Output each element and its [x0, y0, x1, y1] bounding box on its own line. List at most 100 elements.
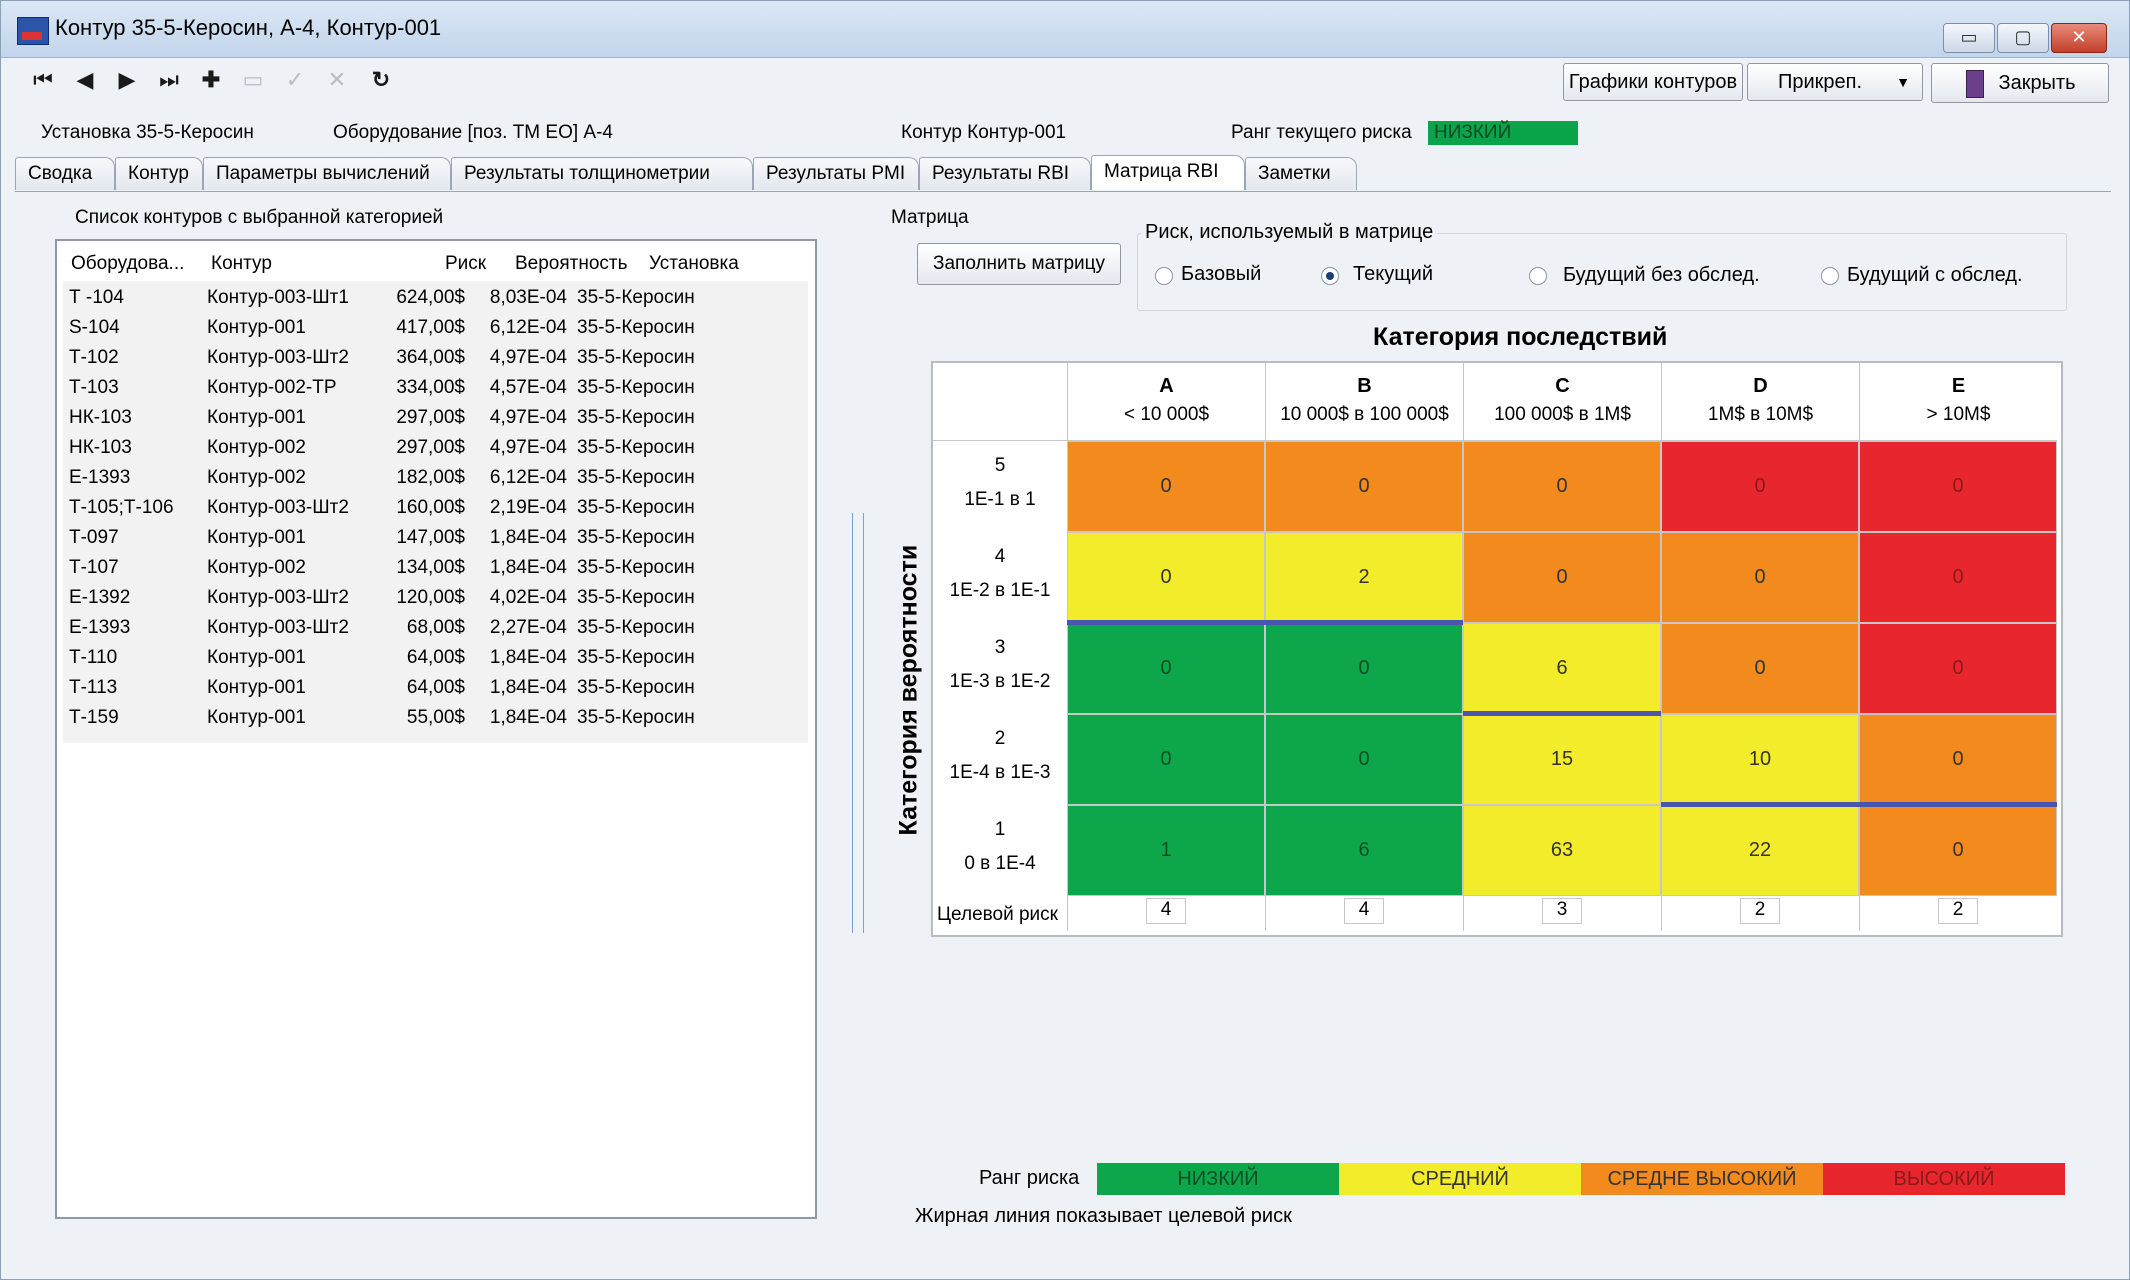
panel-splitter[interactable] — [852, 513, 864, 933]
tab-rbi-matrix[interactable]: Матрица RBI — [1091, 155, 1245, 190]
radio-future-insp[interactable] — [1821, 267, 1839, 285]
table-cell: 160,00$ — [396, 497, 465, 518]
matrix-cell[interactable]: 15 — [1463, 714, 1661, 805]
table-row[interactable]: Т-159 Контур-001 55,00$ 1,84E-04 35-5-Кероси… — [57, 707, 813, 737]
risk-rank-badge: НИЗКИЙ — [1428, 121, 1578, 145]
remove-icon[interactable]: ▭ — [242, 67, 264, 92]
matrix-cell[interactable]: 0 — [1067, 532, 1265, 623]
col-header-equipment[interactable]: Оборудова... — [71, 253, 185, 274]
legend-item: СРЕДНЕ ВЫСОКИЙ — [1581, 1163, 1823, 1195]
col-header-contour[interactable]: Контур — [211, 253, 272, 274]
table-cell: 35-5-Керосин — [577, 677, 695, 698]
tab-summary[interactable]: Сводка — [15, 157, 115, 190]
fill-matrix-button[interactable]: Заполнить матрицу — [917, 243, 1121, 285]
table-row[interactable]: S-104 Контур-001 417,00$ 6,12E-04 35-5-Керос… — [57, 317, 813, 347]
confirm-icon[interactable]: ✓ — [285, 67, 305, 92]
table-row[interactable]: НК-103 Контур-002 297,00$ 4,97E-04 35-5-Керо… — [57, 437, 813, 467]
first-icon[interactable]: ⏮ — [33, 67, 53, 92]
col-header-probability[interactable]: Вероятность — [515, 253, 628, 274]
matrix-cell[interactable]: 0 — [1067, 623, 1265, 714]
matrix-cell[interactable]: 1 — [1067, 805, 1265, 896]
matrix-cell[interactable]: 63 — [1463, 805, 1661, 896]
tab-rbi-results[interactable]: Результаты RBI — [919, 157, 1091, 190]
tab-contour[interactable]: Контур — [115, 157, 203, 190]
table-row[interactable]: Е-1393 Контур-002 182,00$ 6,12E-04 35-5-Керо… — [57, 467, 813, 497]
matrix-col-header: B 10 000$ в 100 000$ — [1265, 363, 1463, 441]
matrix-cell[interactable]: 0 — [1265, 623, 1463, 714]
matrix-cell[interactable]: 0 — [1661, 532, 1859, 623]
charts-button[interactable]: Графики контуров — [1563, 63, 1743, 101]
radio-base[interactable] — [1155, 267, 1173, 285]
tab-notes[interactable]: Заметки — [1245, 157, 1357, 190]
matrix-cell[interactable]: 0 — [1067, 441, 1265, 532]
list-title: Список контуров с выбранной категорией — [71, 207, 448, 229]
add-icon[interactable]: ✚ — [201, 67, 221, 92]
matrix-cell-value: 22 — [1748, 839, 1772, 861]
radio-future-no-insp[interactable] — [1529, 267, 1547, 285]
table-row[interactable]: Е-1393 Контур-003-Шт2 68,00$ 2,27E-04 35-5-К… — [57, 617, 813, 647]
matrix-cell[interactable]: 0 — [1859, 623, 2057, 714]
refresh-icon[interactable]: ↻ — [371, 67, 391, 92]
matrix-cell[interactable]: 10 — [1661, 714, 1859, 805]
prev-icon[interactable]: ◀ — [76, 67, 94, 92]
matrix-cell-value: 0 — [1160, 748, 1172, 770]
close-button[interactable]: Закрыть — [1931, 63, 2109, 103]
matrix-row-header: 1 0 в 1E-4 — [945, 813, 1055, 888]
radio-current[interactable] — [1321, 267, 1339, 285]
matrix-cell[interactable]: 22 — [1661, 805, 1859, 896]
close-window-button[interactable]: ✕ — [2051, 23, 2107, 53]
table-cell: Т-110 — [69, 647, 118, 668]
matrix-cell[interactable]: 0 — [1463, 532, 1661, 623]
tab-divider — [15, 191, 2111, 192]
table-cell: 35-5-Керосин — [577, 587, 695, 608]
door-icon — [1966, 70, 1984, 98]
table-cell: 147,00$ — [396, 527, 465, 548]
matrix-cell[interactable]: 0 — [1463, 441, 1661, 532]
table-cell: Т-159 — [69, 707, 119, 728]
table-cell: 64,00$ — [406, 647, 465, 668]
matrix-cell[interactable]: 0 — [1661, 441, 1859, 532]
matrix-cell[interactable]: 0 — [1859, 532, 2057, 623]
attach-dropdown[interactable]: Прикреп. ▼ — [1747, 63, 1923, 101]
table-row[interactable]: Т-110 Контур-001 64,00$ 1,84E-04 35-5-Кероси… — [57, 647, 813, 677]
table-cell: Контур-002 — [207, 437, 306, 458]
table-row[interactable]: Е-1392 Контур-003-Шт2 120,00$ 4,02E-04 35-5-… — [57, 587, 813, 617]
matrix-cell-value: 0 — [1556, 475, 1568, 497]
matrix-cell[interactable]: 0 — [1859, 441, 2057, 532]
maximize-button[interactable]: ▢ — [1997, 23, 2049, 53]
table-row[interactable]: Т-105;Т-106 Контур-003-Шт2 160,00$ 2,19E-04… — [57, 497, 813, 527]
target-line — [1463, 711, 1661, 716]
col-header-install[interactable]: Установка — [649, 253, 739, 274]
matrix-cell[interactable]: 0 — [1859, 714, 2057, 805]
tab-pmi[interactable]: Результаты PMI — [753, 157, 919, 190]
col-header-risk[interactable]: Риск — [445, 253, 487, 274]
table-row[interactable]: Т-107 Контур-002 134,00$ 1,84E-04 35-5-Керос… — [57, 557, 813, 587]
tab-calc-params[interactable]: Параметры вычислений — [203, 157, 451, 190]
matrix-cell[interactable]: 0 — [1661, 623, 1859, 714]
tab-thickness[interactable]: Результаты толщинометрии — [451, 157, 753, 190]
matrix-cell[interactable]: 0 — [1265, 441, 1463, 532]
table-cell: 35-5-Керосин — [577, 347, 695, 368]
table-row[interactable]: Т-103 Контур-002-ТР 334,00$ 4,57E-04 35-5-Ке… — [57, 377, 813, 407]
info-install: Установка 35-5-Керосин — [41, 122, 254, 143]
table-row[interactable]: Т -104 Контур-003-Шт1 624,00$ 8,03E-04 35-5-… — [57, 287, 813, 317]
table-row[interactable]: Т-113 Контур-001 64,00$ 1,84E-04 35-5-Кероси… — [57, 677, 813, 707]
table-row[interactable]: Т-097 Контур-001 147,00$ 1,84E-04 35-5-Керос… — [57, 527, 813, 557]
table-row[interactable]: Т-102 Контур-003-Шт2 364,00$ 4,97E-04 35-5-К… — [57, 347, 813, 377]
table-cell: 4,97E-04 — [489, 347, 567, 368]
matrix-col-header: C 100 000$ в 1M$ — [1463, 363, 1661, 441]
matrix-cell-value: 0 — [1160, 566, 1172, 588]
last-icon[interactable]: ⏭ — [159, 67, 179, 92]
contour-list[interactable]: Оборудова... Контур Риск Вероятность Уст… — [55, 239, 817, 1219]
matrix-cell[interactable]: 0 — [1265, 714, 1463, 805]
matrix-cell[interactable]: 0 — [1859, 805, 2057, 896]
matrix-cell[interactable]: 2 — [1265, 532, 1463, 623]
matrix-cell[interactable]: 0 — [1067, 714, 1265, 805]
next-icon[interactable]: ▶ — [118, 67, 136, 92]
matrix-cell[interactable]: 6 — [1265, 805, 1463, 896]
matrix-cell[interactable]: 6 — [1463, 623, 1661, 714]
cancel-icon[interactable]: ✕ — [327, 67, 347, 92]
table-row[interactable]: НК-103 Контур-001 297,00$ 4,97E-04 35-5-Керо… — [57, 407, 813, 437]
minimize-button[interactable]: ▭ — [1943, 23, 1995, 53]
